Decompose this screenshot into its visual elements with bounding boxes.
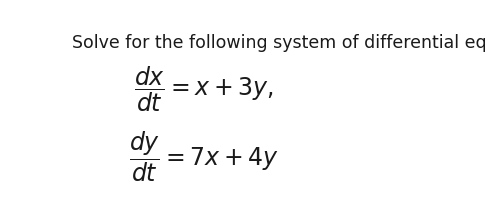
Text: $\dfrac{dx}{dt} = x + 3y,$: $\dfrac{dx}{dt} = x + 3y,$ — [134, 65, 274, 114]
Text: Solve for the following system of differential equations.: Solve for the following system of differ… — [72, 34, 487, 52]
Text: $\dfrac{dy}{dt} = 7x + 4y$: $\dfrac{dy}{dt} = 7x + 4y$ — [129, 129, 280, 184]
